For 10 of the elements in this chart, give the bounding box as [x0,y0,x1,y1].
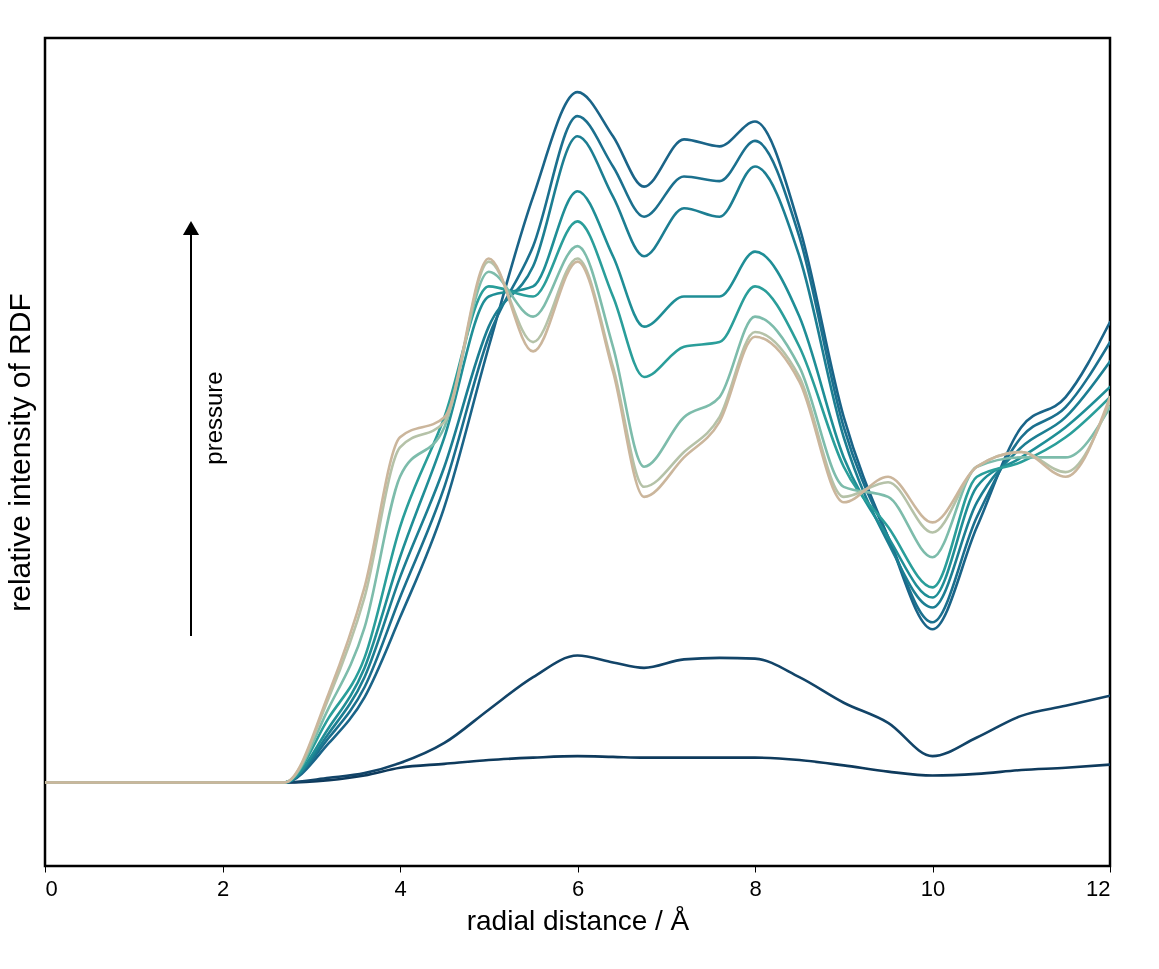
x-axis-title: radial distance / Å [466,904,690,936]
x-tick-label: 12 [1086,875,1111,901]
annotation: pressure [200,371,227,465]
x-tick-label: 4 [394,875,407,901]
x-tick-label: 2 [216,875,230,901]
x-tick-label: 6 [571,875,585,901]
y-axis-title: relative intensity of RDF [2,293,36,612]
x-tick-label: 8 [749,875,762,901]
x-tick-label: 10 [920,875,946,901]
x-tick-label: 0 [45,875,58,901]
